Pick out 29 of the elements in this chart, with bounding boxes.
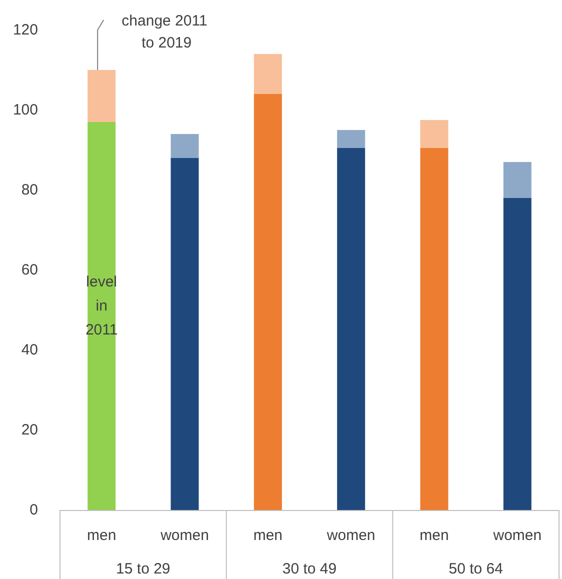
x-tick-label: women xyxy=(492,527,542,544)
x-tick-label: men xyxy=(420,527,449,544)
y-tick-label: 80 xyxy=(21,182,38,198)
y-tick-label: 60 xyxy=(21,262,38,278)
x-tick-label: men xyxy=(86,527,116,544)
bar xyxy=(337,130,366,148)
bar xyxy=(420,148,448,510)
bar xyxy=(420,120,448,148)
bar xyxy=(503,198,532,510)
x-tick-label: men xyxy=(253,527,283,544)
bar xyxy=(254,54,282,94)
bar xyxy=(503,162,532,198)
y-tick-label: 100 xyxy=(12,102,38,118)
bar xyxy=(254,94,282,510)
y-tick-label: 0 xyxy=(30,502,38,518)
bar xyxy=(170,134,199,158)
bar xyxy=(88,70,116,122)
bar xyxy=(88,122,116,510)
text: 50 to 64 xyxy=(448,560,503,578)
y-tick-label: 20 xyxy=(21,422,38,438)
text: 15 to 29 xyxy=(116,560,170,578)
text: 30 to 49 xyxy=(282,560,337,578)
x-tick-label: women xyxy=(326,527,376,544)
x-tick-label: women xyxy=(160,527,209,544)
annotation: change 2011 to 2019 xyxy=(122,12,212,52)
y-tick-label: 120 xyxy=(12,22,38,38)
y-tick-label: 40 xyxy=(21,342,38,358)
bar xyxy=(337,148,366,510)
bar xyxy=(170,158,199,510)
